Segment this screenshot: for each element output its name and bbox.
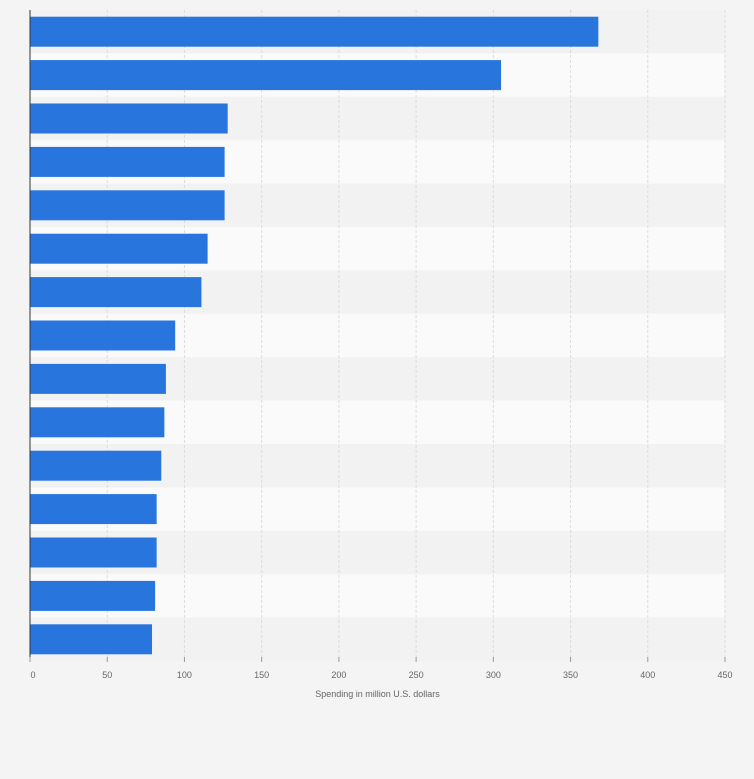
x-tick-label: 250 [409,670,424,680]
x-tick-label: 0 [30,670,35,680]
bar[interactable] [30,233,208,264]
x-axis-title: Spending in million U.S. dollars [315,689,440,699]
x-tick-label: 350 [563,670,578,680]
x-tick-label: 450 [717,670,732,680]
bar[interactable] [30,494,157,525]
x-axis-ticks: 0 50 100 150 200 250 300 350 400 450 [29,657,733,680]
x-tick-label: 200 [331,670,346,680]
x-tick-label: 150 [254,670,269,680]
bar[interactable] [30,103,228,134]
x-tick-label: 300 [486,670,501,680]
bar[interactable] [30,537,157,568]
bar[interactable] [30,580,156,611]
bar[interactable] [30,16,599,47]
x-tick-label: 400 [640,670,655,680]
x-tick-label: 100 [177,670,192,680]
bar[interactable] [30,60,502,91]
bar[interactable] [30,407,165,438]
bar[interactable] [30,277,202,308]
bar[interactable] [30,190,225,221]
bar[interactable] [30,146,225,177]
bar[interactable] [30,320,176,351]
bar[interactable] [30,624,153,655]
bar[interactable] [30,450,162,481]
bar[interactable] [30,363,166,394]
bars [30,16,599,655]
x-tick-label: 50 [102,670,112,680]
